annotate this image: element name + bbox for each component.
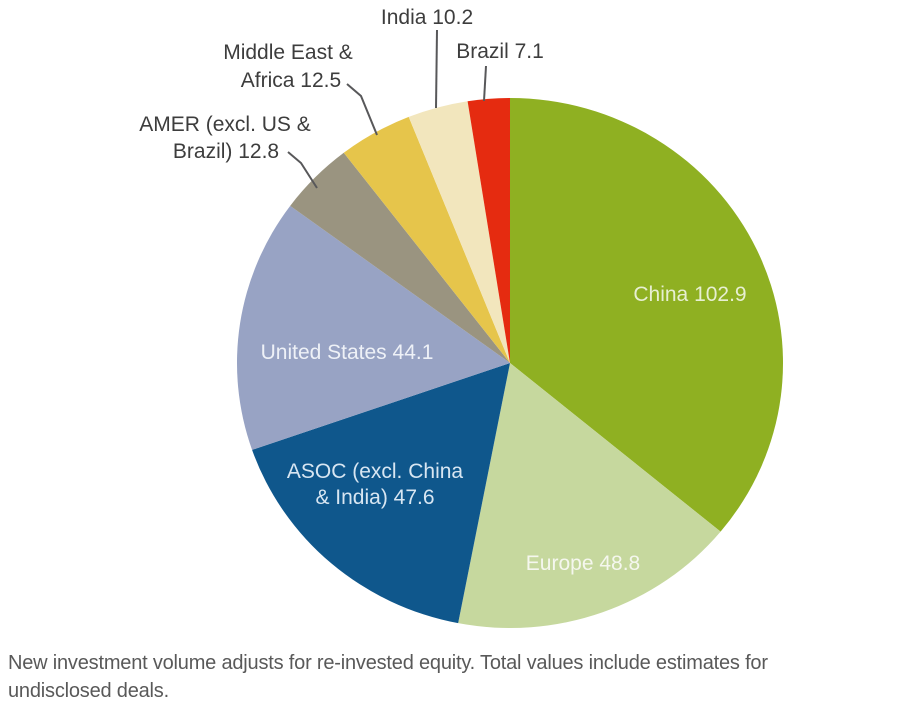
pie-slice-united-states (236, 205, 510, 450)
pie-slice-amer-excl-us-brazil (290, 152, 510, 363)
label-brazil: Brazil 7.1 (456, 40, 544, 63)
outside-labels: India 10.2 Brazil 7.1 Middle East & Afri… (139, 6, 544, 163)
label-amer-line2: Brazil) 12.8 (173, 140, 279, 163)
pie-slice-india (408, 101, 510, 363)
pie-slice-brazil (467, 98, 510, 363)
pie-chart-svg: India 10.2 Brazil 7.1 Middle East & Afri… (139, 6, 784, 628)
pie-slice-asoc-excl-china-india (252, 363, 510, 624)
leader-line-amer (287, 151, 318, 189)
label-mea-line2: Africa 12.5 (241, 69, 341, 92)
footnote-line1: New investment volume adjusts for re-inv… (8, 652, 768, 674)
label-asoc-line1: ASOC (excl. China (287, 460, 464, 483)
label-asoc-line2: & India) 47.6 (315, 486, 434, 509)
footnote: New investment volume adjusts for re-inv… (8, 649, 910, 705)
leader-line-india (435, 29, 438, 109)
label-mea-line1: Middle East & (223, 41, 353, 64)
label-china: China 102.9 (633, 283, 746, 306)
pie-slice-middle-east-africa (343, 116, 510, 363)
leader-line-mea (346, 83, 378, 136)
pie-slice-europe (458, 363, 721, 628)
pie-slice-china (509, 98, 784, 532)
footnote-line2: undisclosed deals. (8, 680, 169, 702)
label-india: India 10.2 (381, 6, 473, 29)
leader-lines (287, 29, 487, 189)
pie-slices (236, 98, 784, 628)
label-europe: Europe 48.8 (526, 552, 640, 575)
inside-labels: China 102.9 Europe 48.8 ASOC (excl. Chin… (261, 283, 747, 575)
label-us: United States 44.1 (261, 341, 434, 364)
label-amer-line1: AMER (excl. US & (139, 113, 311, 136)
leader-line-brazil (483, 65, 487, 102)
